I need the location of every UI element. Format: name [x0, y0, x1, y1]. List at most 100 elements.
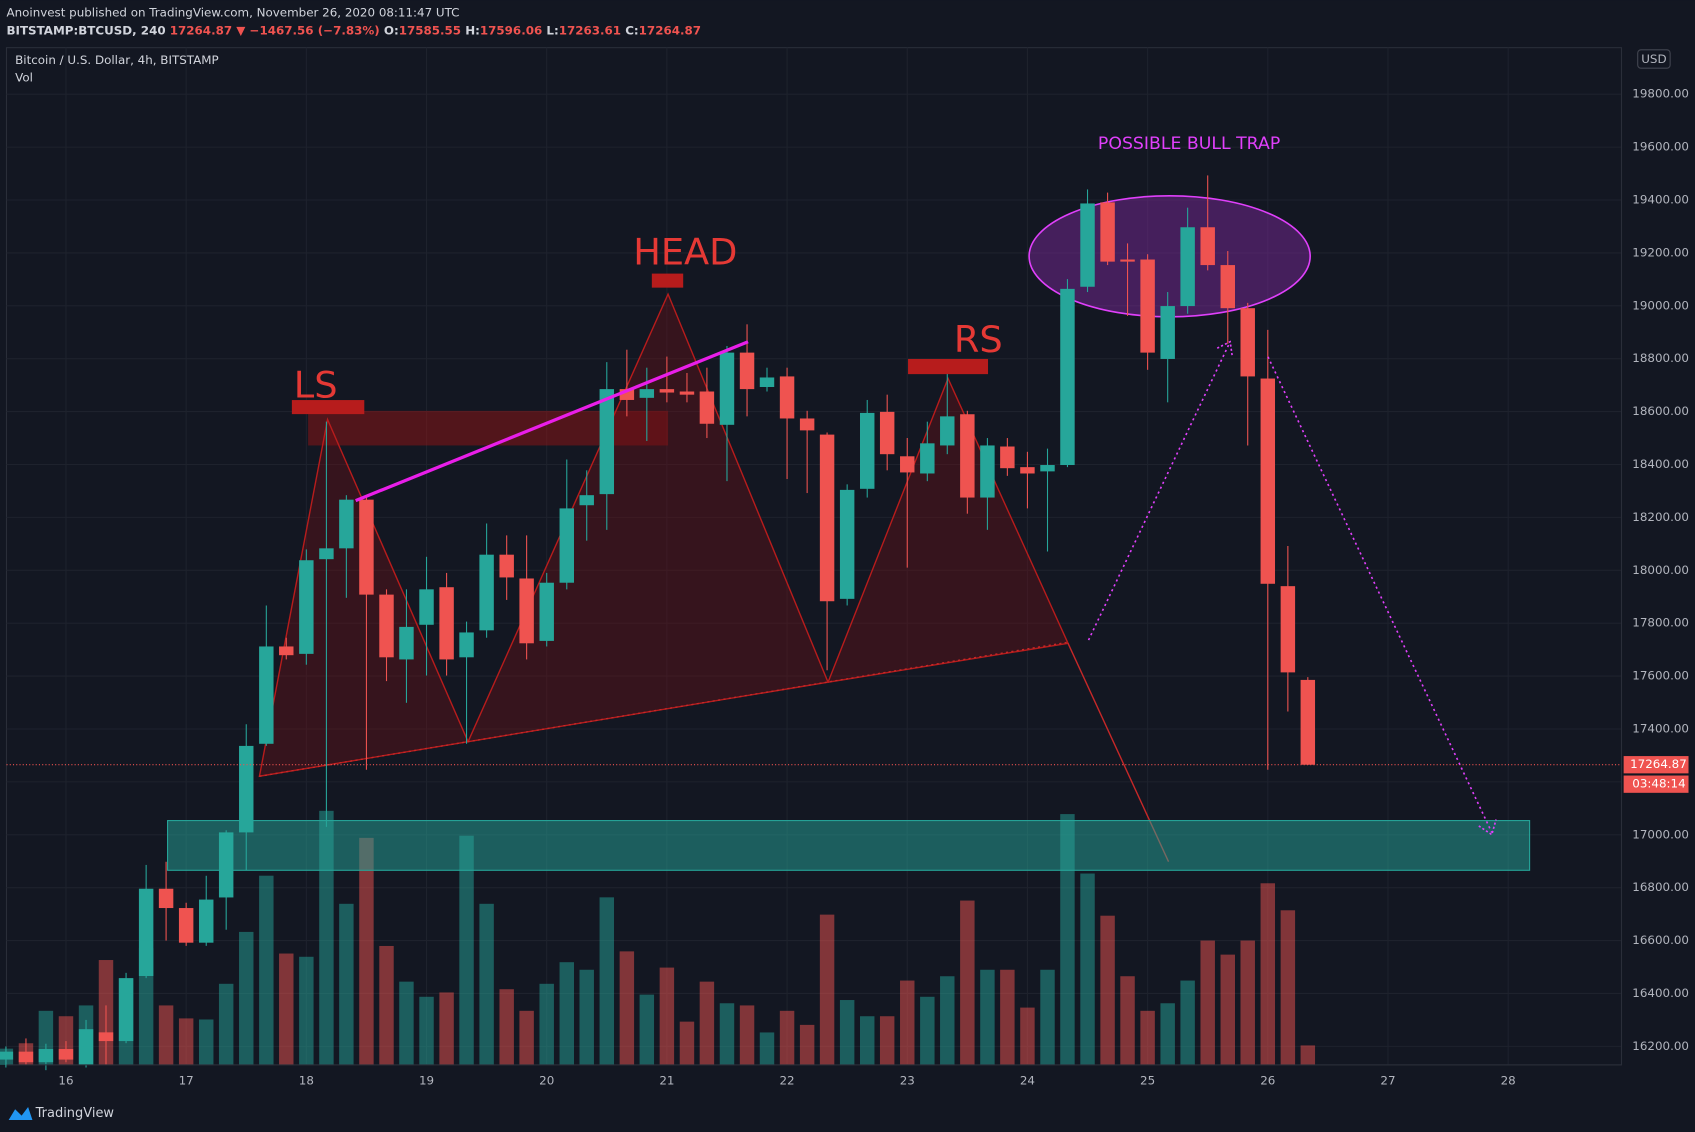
volume-legend: Vol: [15, 70, 33, 84]
y-tick-label: 18400.00: [1632, 457, 1689, 471]
candle-body: [0, 1051, 14, 1060]
volume-bar: [1120, 976, 1135, 1065]
volume-bar: [1220, 954, 1236, 1065]
candle-body: [499, 554, 514, 578]
head-marker: [651, 273, 684, 288]
ls-triangle: [258, 417, 470, 778]
volume-bar: [1060, 814, 1075, 1065]
candle-body: [38, 1049, 54, 1063]
candle-body: [659, 389, 675, 393]
dotted-arrow: [1087, 341, 1231, 641]
candle-body: [118, 978, 134, 1042]
candle-body: [679, 391, 695, 395]
volume-bar: [619, 951, 635, 1065]
candle-body: [1240, 308, 1255, 377]
volume-bar: [199, 1019, 214, 1065]
candle-body: [879, 411, 895, 455]
brand: TradingView: [35, 1106, 115, 1121]
countdown-label: 03:48:14: [1632, 777, 1685, 791]
candle-body: [980, 445, 995, 498]
candle-body: [1280, 586, 1296, 673]
volume-bar: [579, 969, 594, 1065]
volume-bar: [739, 1005, 755, 1065]
x-tick-label: 16: [58, 1074, 73, 1088]
symbol: BITSTAMP:BTCUSD, 240: [6, 23, 165, 37]
volume-bar: [699, 981, 715, 1065]
volume-bar: [299, 956, 314, 1065]
ohlc-label: L:: [546, 23, 558, 37]
y-tick-label: 17000.00: [1632, 827, 1689, 841]
candle-body: [1060, 288, 1075, 466]
volume-bar: [339, 903, 354, 1065]
y-tick-label: 16400.00: [1632, 986, 1689, 1000]
volume-bar: [519, 1010, 534, 1065]
candle-body: [1180, 227, 1195, 307]
volume-bar: [1200, 940, 1215, 1065]
candle-body: [779, 376, 795, 419]
y-tick-label: 18600.00: [1632, 404, 1689, 418]
candle-body: [1140, 259, 1155, 353]
candle-body: [1120, 259, 1135, 262]
volume-bar: [900, 980, 915, 1065]
volume-bar: [439, 992, 454, 1065]
volume-bar: [259, 875, 274, 1065]
candle-body: [379, 594, 394, 658]
candle-body: [799, 418, 815, 431]
chart-title: Bitcoin / U.S. Dollar, 4h, BITSTAMP: [15, 53, 218, 67]
countdown-box: [1623, 775, 1689, 793]
volume-bar: [940, 976, 955, 1065]
y-tick-label: 16800.00: [1632, 880, 1689, 894]
x-tick-label: 17: [179, 1074, 194, 1088]
volume-bar: [399, 981, 414, 1065]
overlay-drawings: LS HEAD RS POSSIBLE BULL TRAP: [167, 134, 1531, 871]
candle-body: [1040, 465, 1055, 472]
symbol-line: BITSTAMP:BTCUSD, 240 17264.87 ▼ −1467.56…: [6, 23, 701, 37]
candle-body: [920, 443, 935, 474]
volume-bar: [719, 1003, 735, 1065]
candle-body: [579, 495, 594, 506]
volume-bar: [539, 983, 554, 1065]
y-tick-label: 16600.00: [1632, 933, 1689, 947]
last-price-label: 17264.87: [1630, 757, 1687, 771]
candle-body: [78, 1029, 94, 1065]
volume-bar: [499, 989, 514, 1065]
volume-bar: [879, 1016, 895, 1065]
support-zone: [167, 820, 1531, 871]
candle-body: [299, 560, 314, 654]
volume-bar: [759, 1032, 775, 1065]
dotted-arrow: [1267, 356, 1493, 833]
volume-bar: [419, 996, 434, 1065]
candle-body: [719, 352, 735, 425]
currency: USD: [1641, 52, 1666, 66]
candle-body: [1200, 227, 1215, 266]
x-tick-label: 23: [900, 1074, 915, 1088]
y-tick-label: 18800.00: [1632, 351, 1689, 365]
candle-body: [900, 456, 915, 473]
published-line: Anoinvest published on TradingView.com, …: [6, 6, 459, 20]
x-tick-label: 19: [419, 1074, 434, 1088]
volume-bar: [799, 1024, 815, 1065]
arrow-head: [1478, 819, 1497, 836]
volume-bar: [1020, 1007, 1035, 1065]
candle-body: [199, 899, 214, 943]
x-tick-label: 26: [1260, 1074, 1275, 1088]
x-tick-label: 22: [780, 1074, 795, 1088]
volume-bar: [1180, 980, 1195, 1065]
y-tick-label: 18000.00: [1632, 563, 1689, 577]
volume-bar: [1300, 1045, 1316, 1065]
volume-bar: [218, 983, 234, 1065]
pattern-drawings: [258, 194, 1311, 862]
y-tick-label: 19200.00: [1632, 245, 1689, 259]
x-tick-label: 24: [1020, 1074, 1035, 1088]
y-tick-label: 19000.00: [1632, 298, 1689, 312]
volume-bar: [479, 903, 494, 1065]
candle-body: [98, 1032, 114, 1042]
candle-body: [639, 389, 655, 398]
ohlc-value: 17596.06: [480, 23, 542, 37]
volume-bar: [920, 996, 935, 1065]
candle-body: [1220, 265, 1236, 309]
volume-bar: [960, 900, 975, 1065]
x-tick-label: 27: [1380, 1074, 1395, 1088]
candle-body: [459, 632, 474, 658]
